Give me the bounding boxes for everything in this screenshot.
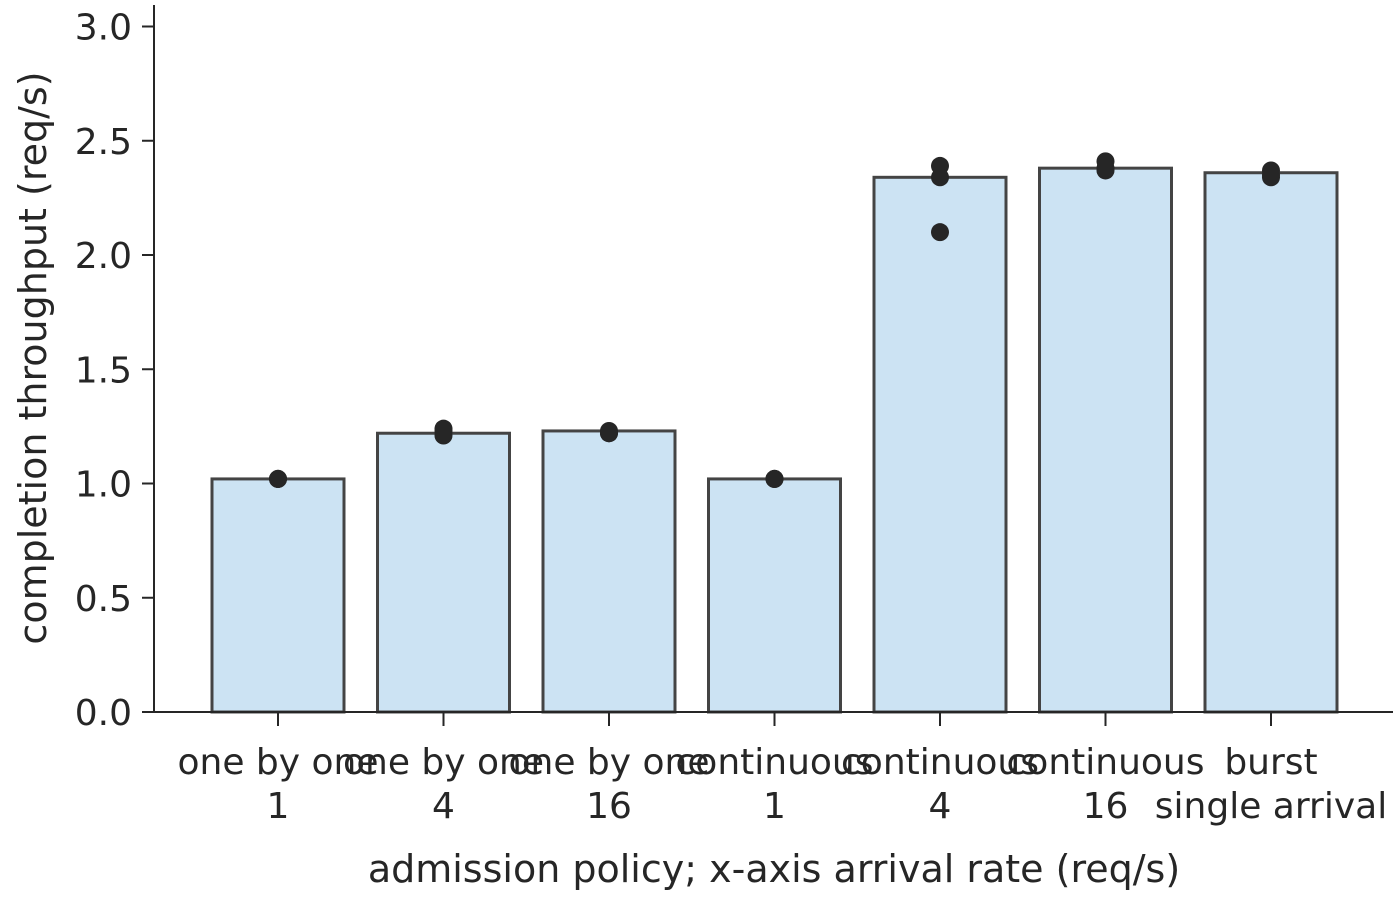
bar [872, 175, 1008, 714]
x-tick-label-policy: one by one [508, 742, 709, 783]
axes-group [142, 5, 1393, 726]
data-point [434, 421, 453, 440]
x-tick-label-policy: one by one [177, 742, 378, 783]
x-tick-label-policy: continuous [841, 742, 1039, 783]
bar [707, 477, 842, 714]
data-point [765, 469, 784, 488]
y-tick-label: 1.0 [75, 465, 132, 506]
data-point [269, 469, 287, 488]
x-tick-label-rate: 1 [267, 786, 290, 827]
bar [1203, 171, 1339, 714]
bars-group [210, 166, 1339, 714]
x-tick-label-rate: 4 [929, 786, 952, 827]
data-point [931, 168, 949, 187]
data-point [600, 424, 618, 443]
y-tick-label: 2.0 [75, 236, 132, 277]
bar [210, 477, 346, 714]
y-tick-label: 0.0 [75, 693, 132, 734]
x-tick-label-policy: one by one [343, 742, 544, 783]
y-tick-label: 1.5 [75, 350, 132, 391]
x-axis-title: admission policy; x-axis arrival rate (r… [368, 847, 1180, 891]
x-tick-label-rate: 4 [432, 786, 455, 827]
x-tick-label-policy: burst [1224, 742, 1317, 783]
points-group [269, 152, 1280, 488]
data-point [1262, 166, 1280, 185]
data-point [931, 223, 949, 242]
y-tick-label: 0.5 [75, 579, 132, 620]
x-tick-label-rate: 16 [1083, 786, 1129, 827]
x-tick-label-policy: continuous [676, 742, 874, 783]
bar [376, 431, 511, 714]
y-axis-title: completion throughput (req/s) [11, 71, 55, 644]
x-tick-label-rate: 1 [763, 786, 786, 827]
x-tick-label-rate: 16 [586, 786, 632, 827]
x-tick-label-policy: continuous [1007, 742, 1205, 783]
data-point [1096, 159, 1115, 178]
x-tick-label-rate: single arrival [1155, 786, 1387, 827]
bar [541, 429, 677, 714]
y-tick-label: 2.5 [75, 122, 132, 163]
bar [1038, 166, 1173, 714]
y-tick-label: 3.0 [75, 8, 132, 49]
